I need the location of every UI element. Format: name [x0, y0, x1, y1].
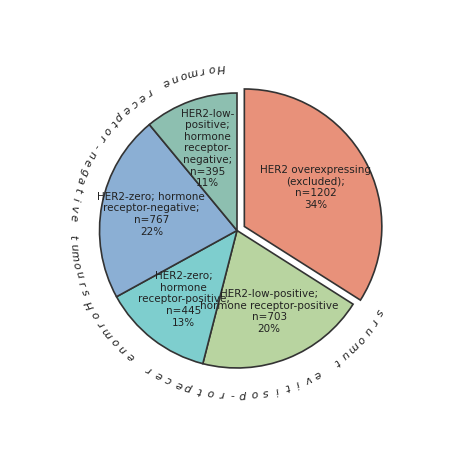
Text: o: o	[354, 333, 366, 345]
Text: e: e	[68, 214, 78, 222]
Text: i: i	[274, 385, 279, 395]
Text: e: e	[174, 378, 184, 390]
Text: HER2-low-positive;
hormone receptor-positive
n=703
20%: HER2-low-positive; hormone receptor-posi…	[200, 289, 338, 334]
Text: e: e	[312, 368, 323, 380]
Text: u: u	[68, 243, 79, 251]
Text: i: i	[294, 378, 301, 389]
Text: HER2-zero;
hormone
receptor-positive;
n=445
13%: HER2-zero; hormone receptor-positive; n=…	[137, 271, 229, 328]
Wedge shape	[100, 124, 237, 297]
Text: c: c	[164, 374, 173, 386]
Text: t: t	[331, 356, 341, 367]
Text: t: t	[283, 382, 291, 392]
Text: o: o	[179, 69, 188, 81]
Text: a: a	[74, 176, 86, 185]
Text: -: -	[230, 390, 235, 400]
Text: t: t	[197, 385, 203, 396]
Text: g: g	[78, 166, 90, 177]
Text: t: t	[73, 186, 83, 193]
Text: r: r	[219, 389, 225, 399]
Wedge shape	[149, 93, 237, 230]
Text: e: e	[126, 350, 137, 362]
Text: -: -	[91, 142, 101, 150]
Text: t: t	[108, 118, 118, 128]
Text: r: r	[76, 280, 87, 288]
Text: o: o	[251, 389, 259, 399]
Text: r: r	[96, 133, 107, 142]
Text: p: p	[240, 390, 247, 400]
Text: s: s	[79, 289, 91, 297]
Text: u: u	[361, 325, 373, 337]
Text: o: o	[90, 309, 102, 320]
Text: r: r	[368, 317, 379, 326]
Text: u: u	[73, 270, 84, 279]
Text: m: m	[69, 250, 81, 262]
Text: HER2 overexpressing
(excluded);
n=1202
34%: HER2 overexpressing (excluded); n=1202 3…	[260, 165, 371, 210]
Wedge shape	[117, 230, 237, 364]
Text: o: o	[101, 124, 113, 136]
Text: e: e	[120, 103, 132, 115]
Text: u: u	[338, 349, 350, 361]
Wedge shape	[203, 230, 353, 368]
Text: o: o	[71, 261, 82, 270]
Text: m: m	[345, 340, 360, 355]
Text: r: r	[96, 319, 107, 329]
Text: i: i	[71, 197, 81, 201]
Text: p: p	[113, 110, 126, 122]
Text: m: m	[186, 66, 199, 78]
Text: H: H	[84, 299, 97, 311]
Text: s: s	[374, 307, 385, 318]
Text: e: e	[154, 369, 164, 381]
Text: HER2-zero; hormone
receptor-negative;
n=767
22%: HER2-zero; hormone receptor-negative; n=…	[98, 192, 205, 236]
Text: HER2-low-
positive;
hormone
receptor-
negative;
n=395
11%: HER2-low- positive; hormone receptor- ne…	[181, 109, 234, 188]
Text: r: r	[145, 86, 154, 97]
Text: e: e	[82, 158, 93, 168]
Text: t: t	[68, 235, 78, 240]
Text: n: n	[117, 343, 129, 355]
Text: p: p	[184, 382, 194, 394]
Text: v: v	[302, 373, 313, 385]
Text: H: H	[216, 62, 226, 72]
Text: r: r	[199, 65, 205, 75]
Text: r: r	[145, 364, 154, 375]
Text: n: n	[85, 149, 98, 160]
Text: s: s	[262, 387, 269, 398]
Text: e: e	[161, 77, 171, 89]
Text: n: n	[169, 72, 180, 84]
Text: o: o	[207, 387, 215, 398]
Text: o: o	[109, 335, 121, 347]
Wedge shape	[244, 89, 382, 300]
Text: c: c	[128, 97, 139, 109]
Text: m: m	[101, 325, 116, 340]
Text: v: v	[69, 205, 80, 213]
Text: e: e	[136, 91, 147, 103]
Text: o: o	[207, 63, 215, 74]
